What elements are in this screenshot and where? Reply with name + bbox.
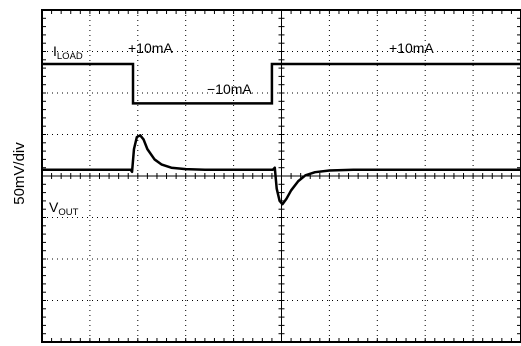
- iload-annotation-2: −10mA: [207, 81, 252, 97]
- vout-trace: [42, 134, 521, 206]
- trace-labels: ILOAD +10mA −10mA +10mA VOUT: [49, 40, 434, 218]
- graticule: [41, 9, 521, 343]
- iload-annotation-3: +10mA: [389, 40, 434, 56]
- y-axis-label: 50mV/div: [4, 88, 34, 258]
- y-axis-label-text: 50mV/div: [10, 141, 28, 205]
- vout-label: VOUT: [49, 199, 79, 218]
- traces: [42, 62, 521, 206]
- iload-trace: [42, 62, 521, 105]
- iload-annotation-1: +10mA: [128, 40, 173, 56]
- iload-label: ILOAD: [53, 43, 83, 62]
